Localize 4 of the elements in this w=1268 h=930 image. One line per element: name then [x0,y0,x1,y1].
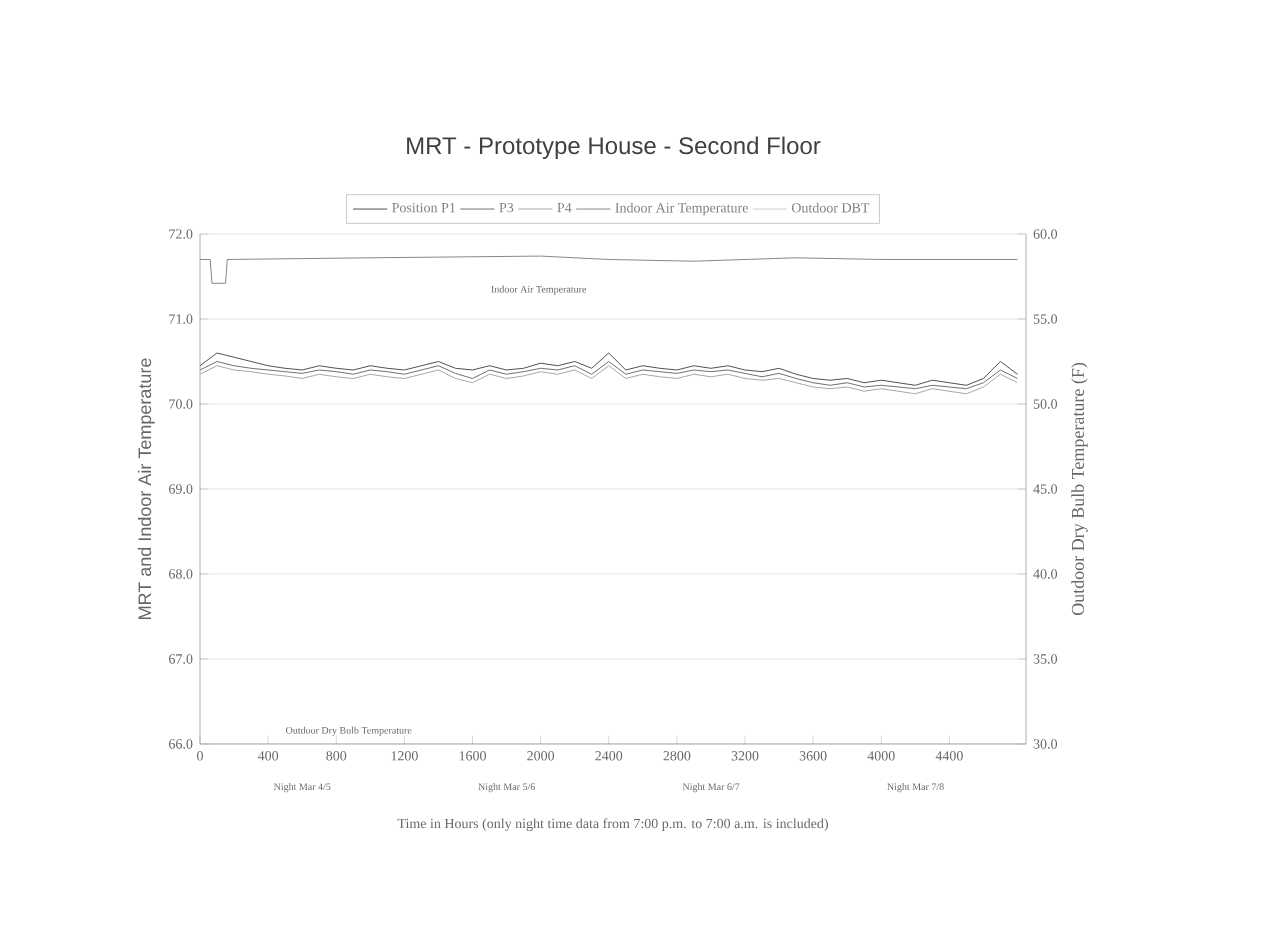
line-series [199,255,1018,284]
chart-title: MRT - Prototype House - Second Floor [407,136,821,159]
y2-axis-title: Outdoor Dry Bulb Temperature (F) [1071,362,1088,616]
y-axis-title: MRT and Indoor Air Temperature [137,358,155,619]
